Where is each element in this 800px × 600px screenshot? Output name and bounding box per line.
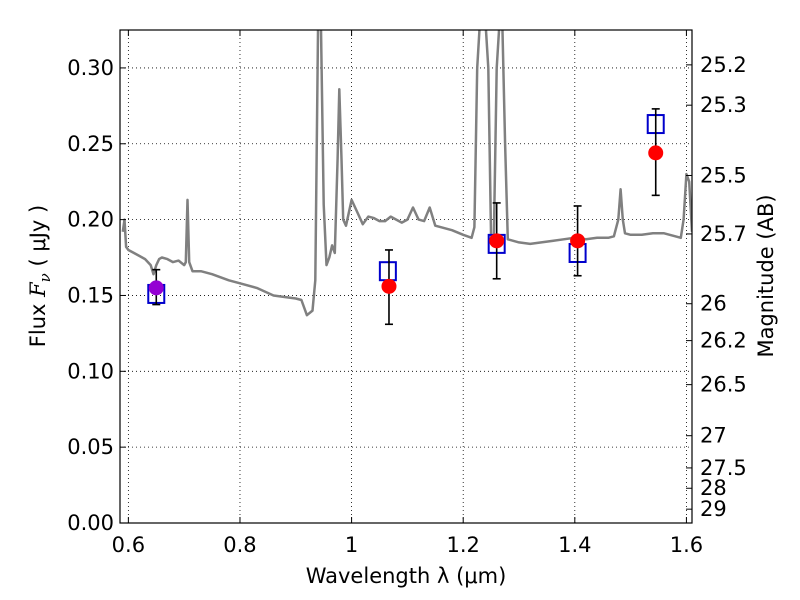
magnitude-tick-label: 25.2 bbox=[700, 53, 747, 77]
magnitude-tick-label: 26.5 bbox=[700, 373, 747, 397]
observed-point bbox=[570, 233, 586, 249]
grid-lines bbox=[120, 30, 692, 524]
x-tick-label: 1 bbox=[345, 533, 358, 557]
spectrum-line bbox=[121, 30, 692, 317]
x-axis-title: Wavelength λ (μm) bbox=[306, 564, 507, 588]
y-axis-title-symbol: F bbox=[26, 281, 50, 298]
observed-point bbox=[381, 278, 397, 294]
magnitude-tick-label: 26.2 bbox=[700, 329, 747, 353]
axis-ticks bbox=[120, 30, 692, 524]
right-axis-title: Magnitude (AB) bbox=[754, 194, 778, 357]
x-tick-label: 0.6 bbox=[112, 533, 145, 557]
magnitude-tick-label: 27.5 bbox=[700, 456, 747, 480]
x-tick-label: 1.2 bbox=[446, 533, 479, 557]
magnitude-tick-label: 26 bbox=[700, 292, 727, 316]
y-tick-label: 0.30 bbox=[67, 56, 114, 80]
y-axis-title-subscript: ν bbox=[36, 273, 54, 282]
magnitude-tick-label: 25.3 bbox=[700, 93, 747, 117]
magnitude-tick-label: 27 bbox=[700, 424, 727, 448]
plot-area bbox=[121, 30, 692, 326]
observed-point bbox=[648, 145, 664, 161]
x-tick-labels: 0.6 0.8 1 1.2 1.4 1.6 bbox=[112, 533, 703, 557]
plot-frame bbox=[119, 29, 693, 524]
magnitude-tick-label: 28 bbox=[700, 476, 727, 500]
y-tick-label: 0.15 bbox=[67, 283, 114, 307]
magnitude-tick-label: 29 bbox=[700, 497, 727, 521]
magnitude-tick-label: 25.5 bbox=[700, 163, 747, 187]
magnitude-tick-label: 25.7 bbox=[700, 222, 747, 246]
model-point-square bbox=[378, 261, 397, 282]
y-tick-label: 0.00 bbox=[67, 511, 114, 535]
x-tick-label: 1.6 bbox=[670, 533, 703, 557]
y-tick-labels: 0.00 0.05 0.10 0.15 0.20 0.25 0.30 bbox=[67, 56, 114, 535]
y-axis-title: Flux Fν ( μJy ) bbox=[26, 205, 54, 347]
y-tick-label: 0.10 bbox=[67, 359, 114, 383]
y-axis-title-prefix: Flux bbox=[26, 297, 50, 347]
x-tick-label: 1.4 bbox=[558, 533, 591, 557]
observed-point bbox=[148, 280, 164, 296]
y-tick-label: 0.20 bbox=[67, 208, 114, 232]
y-tick-label: 0.05 bbox=[67, 435, 114, 459]
x-tick-label: 0.8 bbox=[223, 533, 256, 557]
y-axis-title-units: ( μJy ) bbox=[26, 205, 50, 273]
observed-point bbox=[489, 233, 505, 249]
y-tick-label: 0.25 bbox=[67, 132, 114, 156]
